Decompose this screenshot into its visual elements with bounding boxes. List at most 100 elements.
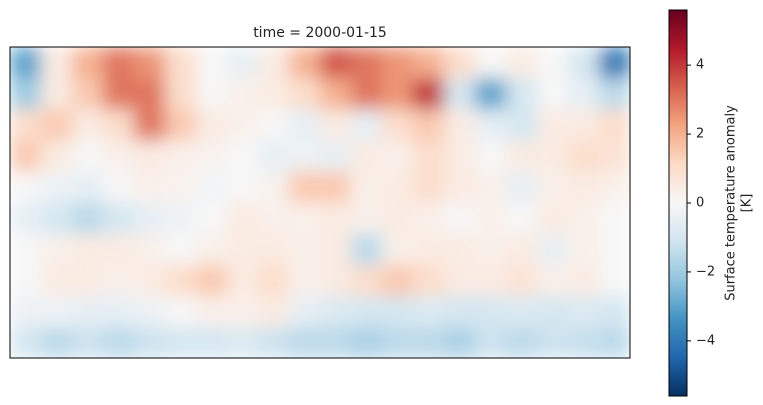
heatmap-cell — [599, 47, 630, 79]
heatmap-cell — [475, 140, 507, 172]
heatmap-cell — [165, 171, 197, 203]
heatmap-cell — [103, 295, 135, 328]
heatmap-cell — [196, 264, 228, 297]
heatmap-cell — [103, 140, 135, 172]
heatmap-cell — [475, 264, 507, 297]
heatmap-cell — [41, 47, 73, 79]
heatmap-cell — [258, 109, 290, 141]
heatmap-cell — [72, 78, 104, 110]
heatmap-cell — [10, 171, 42, 203]
plot-area — [10, 47, 630, 358]
heatmap-cell — [382, 47, 414, 79]
heatmap-cell — [134, 78, 166, 110]
heatmap-cell — [351, 233, 383, 266]
heatmap-cell — [599, 202, 630, 235]
heatmap-cell — [134, 140, 166, 172]
heatmap-cell — [227, 233, 259, 266]
heatmap-cell — [320, 202, 352, 235]
heatmap-cell — [599, 171, 630, 203]
heatmap-cell — [227, 109, 259, 141]
heatmap-cell — [568, 140, 600, 172]
heatmap-cell — [227, 171, 259, 203]
heatmap-cell — [196, 326, 228, 358]
heatmap-cell — [537, 140, 569, 172]
heatmap-cell — [72, 140, 104, 172]
heatmap-cell — [568, 47, 600, 79]
heatmap-cell — [196, 202, 228, 235]
heatmap-cell — [506, 47, 538, 79]
heatmap-cell — [72, 233, 104, 266]
heatmap-cell — [165, 295, 197, 328]
heatmap-cell — [103, 109, 135, 141]
colorbar-label: [K] — [740, 194, 755, 213]
heatmap-cell — [10, 264, 42, 297]
heatmap-cell — [599, 109, 630, 141]
heatmap-cell — [10, 78, 42, 110]
heatmap-cell — [506, 171, 538, 203]
heatmap-cell — [289, 326, 321, 358]
heatmap-cell — [258, 78, 290, 110]
heatmap-cell — [475, 295, 507, 328]
heatmap-cell — [289, 264, 321, 297]
heatmap-cell — [103, 326, 135, 358]
colorbar-tick-label: −4 — [696, 333, 715, 348]
colorbar — [668, 9, 688, 397]
heatmap-cell — [413, 202, 445, 235]
heatmap-cell — [475, 78, 507, 110]
heatmap-cell — [72, 326, 104, 358]
heatmap-cell — [165, 78, 197, 110]
heatmap-cell — [320, 264, 352, 297]
heatmap-cell — [444, 171, 476, 203]
heatmap-cell — [196, 233, 228, 266]
heatmap-cell — [351, 109, 383, 141]
heatmap-cell — [227, 140, 259, 172]
heatmap-cell — [196, 47, 228, 79]
heatmap-cell — [289, 295, 321, 328]
heatmap-cell — [258, 47, 290, 79]
heatmap-cell — [41, 233, 73, 266]
heatmap-cell — [537, 233, 569, 266]
heatmap-cell — [475, 233, 507, 266]
heatmap-cell — [134, 47, 166, 79]
heatmap-cell — [103, 202, 135, 235]
heatmap-cell — [351, 264, 383, 297]
heatmap-cell — [103, 78, 135, 110]
heatmap-cell — [10, 47, 42, 79]
heatmap-cell — [351, 171, 383, 203]
heatmap-cell — [289, 140, 321, 172]
heatmap-cell — [382, 202, 414, 235]
heatmap-cell — [289, 202, 321, 235]
heatmap-cell — [599, 78, 630, 110]
heatmap-cell — [227, 47, 259, 79]
heatmap-cell — [165, 109, 197, 141]
heatmap-cell — [351, 202, 383, 235]
heatmap-cell — [196, 140, 228, 172]
heatmap-cell — [196, 295, 228, 328]
heatmap-cell — [289, 233, 321, 266]
heatmap-cell — [351, 78, 383, 110]
heatmap-cell — [599, 264, 630, 297]
heatmap-cell — [258, 171, 290, 203]
heatmap-cell — [351, 140, 383, 172]
heatmap-cell — [320, 233, 352, 266]
heatmap-cell — [382, 109, 414, 141]
heatmap-cell — [72, 295, 104, 328]
heatmap-cell — [227, 78, 259, 110]
heatmap-cell — [196, 78, 228, 110]
heatmap-cell — [413, 233, 445, 266]
heatmap-cell — [382, 326, 414, 358]
heatmap-cell — [475, 171, 507, 203]
heatmap-cell — [103, 171, 135, 203]
heatmap-cell — [289, 47, 321, 79]
heatmap-cell — [72, 264, 104, 297]
heatmap-cell — [351, 47, 383, 79]
heatmap-cell — [413, 326, 445, 358]
heatmap-cell — [475, 109, 507, 141]
heatmap-cell — [320, 295, 352, 328]
heatmap-cell — [10, 295, 42, 328]
heatmap-cell — [41, 295, 73, 328]
heatmap-cell — [537, 78, 569, 110]
heatmap-cell — [165, 140, 197, 172]
heatmap-cell — [475, 47, 507, 79]
heatmap-cell — [382, 295, 414, 328]
